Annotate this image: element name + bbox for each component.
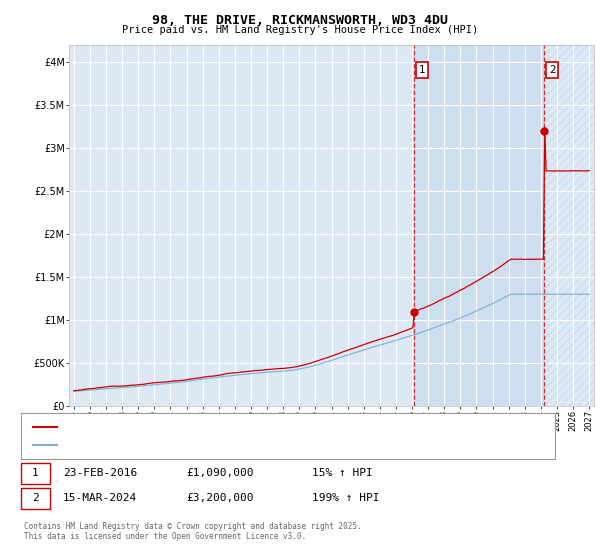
Text: 1: 1 [32,468,39,478]
Text: 23-FEB-2016: 23-FEB-2016 [63,468,137,478]
Text: 199% ↑ HPI: 199% ↑ HPI [312,493,380,503]
Text: Price paid vs. HM Land Registry's House Price Index (HPI): Price paid vs. HM Land Registry's House … [122,25,478,35]
Text: 2: 2 [549,65,556,75]
Text: 98, THE DRIVE, RICKMANSWORTH, WD3 4DU: 98, THE DRIVE, RICKMANSWORTH, WD3 4DU [152,14,448,27]
Text: 2: 2 [32,493,39,503]
Text: 15% ↑ HPI: 15% ↑ HPI [312,468,373,478]
Text: 15-MAR-2024: 15-MAR-2024 [63,493,137,503]
Text: HPI: Average price, detached house, Three Rivers: HPI: Average price, detached house, Thre… [61,441,337,450]
Text: £1,090,000: £1,090,000 [186,468,254,478]
Bar [544,45,594,406]
Text: Contains HM Land Registry data © Crown copyright and database right 2025.
This d: Contains HM Land Registry data © Crown c… [24,522,362,542]
Bar [544,45,594,406]
Bar [414,45,544,406]
Text: £3,200,000: £3,200,000 [186,493,254,503]
Text: 98, THE DRIVE, RICKMANSWORTH, WD3 4DU (detached house): 98, THE DRIVE, RICKMANSWORTH, WD3 4DU (d… [61,423,372,432]
Text: 1: 1 [419,65,425,75]
